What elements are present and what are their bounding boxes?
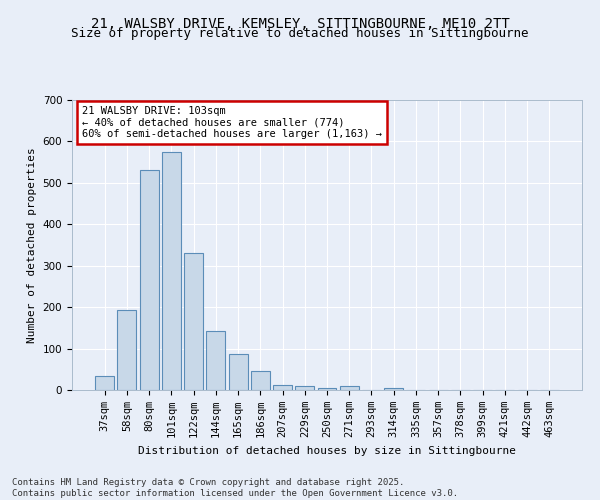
X-axis label: Distribution of detached houses by size in Sittingbourne: Distribution of detached houses by size … (138, 446, 516, 456)
Y-axis label: Number of detached properties: Number of detached properties (27, 147, 37, 343)
Bar (140, 170, 158, 390)
Bar (317, 388, 337, 390)
Bar (273, 384, 292, 390)
Bar (162, 152, 181, 390)
Bar (184, 254, 203, 390)
Bar (95, 376, 114, 390)
Text: Size of property relative to detached houses in Sittingbourne: Size of property relative to detached ho… (71, 28, 529, 40)
Text: 21, WALSBY DRIVE, KEMSLEY, SITTINGBOURNE, ME10 2TT: 21, WALSBY DRIVE, KEMSLEY, SITTINGBOURNE… (91, 18, 509, 32)
Bar (206, 331, 225, 390)
Bar (340, 386, 359, 390)
Bar (295, 386, 314, 390)
Text: 21 WALSBY DRIVE: 103sqm
← 40% of detached houses are smaller (774)
60% of semi-d: 21 WALSBY DRIVE: 103sqm ← 40% of detache… (82, 106, 382, 139)
Bar (229, 354, 248, 390)
Text: Contains HM Land Registry data © Crown copyright and database right 2025.
Contai: Contains HM Land Registry data © Crown c… (12, 478, 458, 498)
Bar (384, 388, 403, 390)
Bar (251, 370, 270, 390)
Bar (118, 310, 136, 390)
